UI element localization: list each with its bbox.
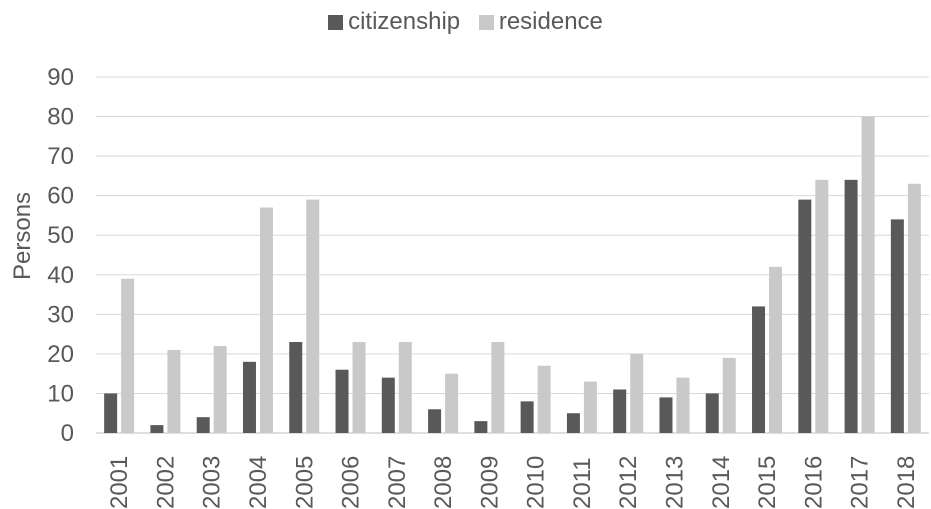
x-tick-label: 2001	[106, 456, 133, 509]
bar-residence-2001	[121, 278, 135, 433]
bar-residence-2017	[861, 116, 875, 434]
x-tick-label: 2016	[800, 456, 827, 509]
bar-citizenship-2007	[381, 377, 395, 433]
y-tick-label: 90	[47, 64, 74, 91]
bar-citizenship-2018	[890, 219, 904, 433]
bar-residence-2013	[676, 377, 690, 433]
bar-citizenship-2015	[752, 306, 766, 433]
y-tick-label: 60	[47, 183, 74, 210]
bar-citizenship-2008	[428, 409, 442, 433]
bar-residence-2018	[907, 183, 921, 433]
bar-citizenship-2010	[520, 401, 534, 433]
bar-citizenship-2001	[104, 393, 118, 433]
x-tick-label: 2009	[476, 456, 503, 509]
x-tick-label: 2010	[523, 456, 550, 509]
legend-swatch-citizenship	[328, 15, 344, 30]
bar-citizenship-2003	[196, 417, 210, 433]
x-tick-label: 2002	[152, 456, 179, 509]
bar-residence-2015	[769, 266, 783, 433]
bar-residence-2006	[352, 342, 366, 433]
bar-residence-2016	[815, 179, 829, 433]
x-tick-label: 2012	[615, 456, 642, 509]
chart-legend: citizenship residence	[0, 8, 931, 36]
bar-residence-2012	[630, 353, 644, 433]
legend-item-residence: residence	[478, 8, 603, 36]
bar-citizenship-2017	[844, 179, 858, 433]
x-tick-label: 2015	[754, 456, 781, 509]
x-tick-label: 2003	[199, 456, 226, 509]
bar-residence-2009	[491, 342, 505, 433]
bar-residence-2002	[167, 349, 181, 433]
bar-residence-2014	[722, 357, 736, 433]
x-tick-label: 2006	[338, 456, 365, 509]
bar-citizenship-2012	[613, 389, 627, 433]
x-tick-label: 2004	[245, 456, 272, 509]
x-tick-label: 2008	[430, 456, 457, 509]
y-tick-label: 0	[61, 420, 74, 447]
bar-residence-2004	[259, 207, 273, 433]
y-tick-label: 70	[47, 143, 74, 170]
y-tick-label: 20	[47, 341, 74, 368]
x-tick-label: 2007	[384, 456, 411, 509]
x-tick-label: 2014	[708, 456, 735, 509]
bar-residence-2008	[445, 373, 459, 433]
bar-residence-2010	[537, 365, 551, 433]
x-tick-label: 2005	[291, 456, 318, 509]
bar-citizenship-2005	[289, 342, 303, 433]
x-tick-label: 2018	[893, 456, 920, 509]
y-tick-label: 10	[47, 380, 74, 407]
bar-citizenship-2009	[474, 421, 488, 433]
bar-citizenship-2011	[566, 413, 580, 433]
y-tick-label: 40	[47, 262, 74, 289]
x-tick-label: 2011	[569, 457, 596, 509]
legend-label-residence: residence	[498, 8, 603, 35]
bar-citizenship-2016	[798, 199, 812, 433]
y-tick-label: 30	[47, 301, 74, 328]
x-tick-label: 2017	[847, 456, 874, 509]
y-tick-label: 80	[47, 104, 74, 131]
legend-label-citizenship: citizenship	[348, 8, 461, 35]
bar-citizenship-2014	[705, 393, 719, 433]
bar-residence-2011	[583, 381, 597, 433]
bar-citizenship-2002	[150, 425, 164, 433]
legend-swatch-residence	[478, 15, 494, 30]
bar-residence-2005	[306, 199, 320, 433]
x-tick-label: 2013	[661, 456, 688, 509]
bar-citizenship-2004	[242, 361, 256, 433]
bar-residence-2003	[213, 345, 227, 433]
bar-citizenship-2006	[335, 369, 349, 433]
bar-citizenship-2013	[659, 397, 673, 433]
legend-item-citizenship: citizenship	[328, 8, 460, 36]
bar-residence-2007	[398, 342, 412, 433]
y-tick-label: 50	[47, 222, 74, 249]
